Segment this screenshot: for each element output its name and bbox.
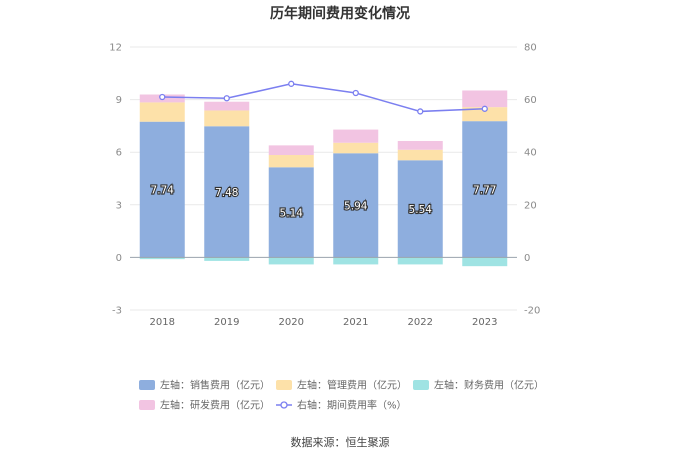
rate-line-point <box>288 80 295 87</box>
x-tick-label: 2021 <box>343 317 368 328</box>
bar-segment <box>462 257 508 267</box>
rate-line-point <box>223 95 230 102</box>
right-tick-label: 80 <box>524 43 537 54</box>
bar-segment <box>462 90 508 108</box>
right-tick-label: 20 <box>524 200 537 211</box>
bar-segment <box>139 121 185 258</box>
rate-line <box>159 80 488 115</box>
legend-line-marker <box>280 401 288 409</box>
x-tick-label: 2023 <box>472 317 497 328</box>
bar-segment <box>268 257 314 265</box>
legend-swatch <box>139 380 155 390</box>
bar-segment <box>397 140 443 150</box>
bar-segment <box>397 149 443 161</box>
x-tick-label: 2020 <box>279 317 304 328</box>
left-tick-label: 6 <box>116 148 122 159</box>
legend-swatch <box>139 400 155 410</box>
rate-line-point <box>352 89 359 97</box>
left-axis: -3 0 3 6 9 12 <box>109 43 122 317</box>
bar-value-label: 5.14 <box>280 207 304 219</box>
rate-line-point <box>159 93 166 101</box>
x-tick-label: 2019 <box>214 317 239 328</box>
data-source: 数据来源：恒生聚源 <box>291 435 390 449</box>
bar-segment <box>204 101 250 111</box>
right-tick-label: 0 <box>524 253 530 264</box>
bar-segment <box>139 257 185 260</box>
legend: 左轴：销售费用（亿元） 左轴：管理费用（亿元） 左轴：财务费用（亿元） 左轴：研发费用… <box>139 379 544 412</box>
bar-value-label: 5.54 <box>409 204 433 216</box>
bar-segment <box>204 257 250 261</box>
right-tick-label: 60 <box>524 95 537 106</box>
legend-label: 左轴：管理费用（亿元） <box>297 379 407 392</box>
left-tick-label: 0 <box>116 253 122 264</box>
grid <box>130 46 517 311</box>
bar-labels: 7.74 7.48 5.14 5.94 5.54 7.77 <box>149 183 497 220</box>
rate-line-point <box>481 105 488 112</box>
rate-line-point <box>417 108 424 115</box>
chart-title: 历年期间费用变化情况 <box>270 5 410 22</box>
bar-value-label: 7.74 <box>151 185 175 197</box>
legend-swatch <box>276 380 292 390</box>
bar-value-label: 5.94 <box>344 200 368 212</box>
left-tick-label: 9 <box>116 95 122 106</box>
left-tick-label: 3 <box>116 200 122 211</box>
bar-value-label: 7.48 <box>215 187 238 199</box>
x-tick-label: 2018 <box>150 317 175 328</box>
bar-segment <box>268 145 314 156</box>
right-tick-label: 40 <box>524 148 537 159</box>
bar-segment <box>462 121 508 258</box>
bar-segment <box>268 155 314 168</box>
legend-label: 左轴：财务费用（亿元） <box>434 379 544 392</box>
bar-value-label: 7.77 <box>473 184 496 196</box>
bar-segment <box>397 257 443 265</box>
bar-segment <box>268 167 314 258</box>
bar-segment <box>204 110 250 127</box>
bar-segment <box>333 257 379 265</box>
left-tick-label: 12 <box>109 43 122 54</box>
right-tick-label: -20 <box>524 306 540 317</box>
left-tick-label: -3 <box>112 306 122 317</box>
legend-label: 右轴：期间费用率（%） <box>297 399 407 412</box>
bar-segment <box>333 153 379 258</box>
bar-segment <box>462 107 508 122</box>
bars <box>139 90 508 267</box>
legend-label: 左轴：研发费用（亿元） <box>160 399 270 412</box>
legend-label: 左轴：销售费用（亿元） <box>160 379 270 392</box>
rate-line-path <box>162 83 485 113</box>
bar-segment <box>333 142 379 154</box>
legend-swatch <box>413 380 429 390</box>
bar-segment <box>397 160 443 258</box>
bar-segment <box>333 129 379 143</box>
right-axis: -20 0 20 40 60 80 <box>524 43 540 317</box>
bar-segment <box>204 126 250 258</box>
bar-segment <box>139 102 185 122</box>
x-tick-label: 2022 <box>408 317 433 328</box>
x-axis: 2018 2019 2020 2021 2022 2023 <box>150 317 498 328</box>
